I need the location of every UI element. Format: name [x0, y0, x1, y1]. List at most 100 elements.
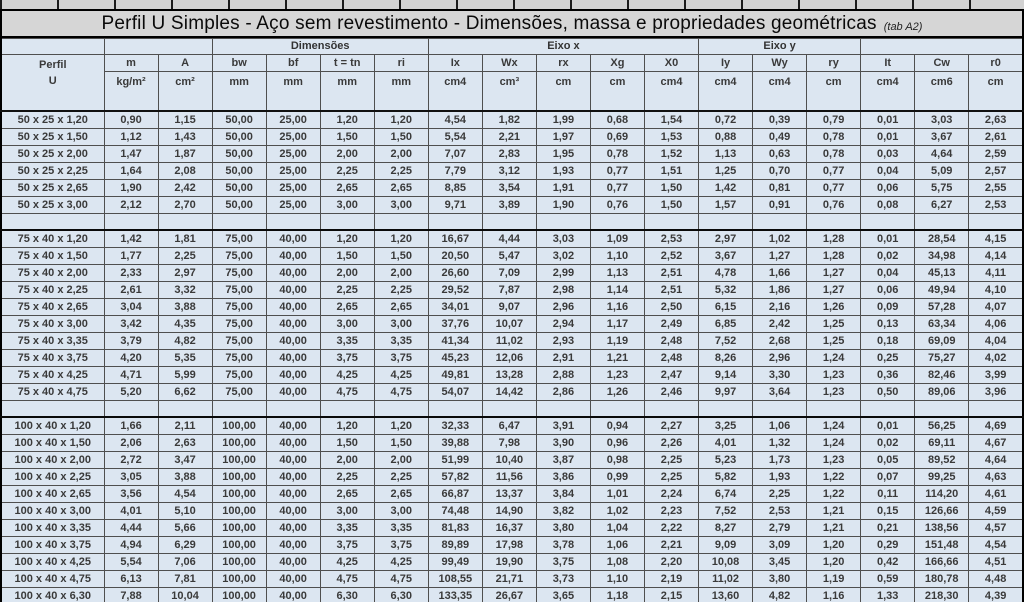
cell-rx: 3,02	[535, 247, 591, 265]
spacer-cell	[698, 400, 754, 418]
cell-t-tn: 3,35	[319, 332, 375, 350]
cell-xg: 1,02	[589, 502, 645, 520]
cell-bf: 40,00	[265, 570, 321, 588]
cell-perfil: 100 x 40 x 6,30	[0, 587, 105, 602]
cell-iy: 1,57	[698, 196, 754, 214]
spacer-cell	[103, 213, 159, 231]
cell-m: 6,13	[103, 570, 159, 588]
cell-ry: 1,27	[806, 281, 862, 299]
cell-iy: 11,02	[698, 570, 754, 588]
group-header-blank	[0, 38, 105, 55]
cell-wx: 7,09	[481, 264, 537, 282]
cell-xg: 1,06	[589, 536, 645, 554]
cell-m: 3,42	[103, 315, 159, 333]
cell-x0: 2,51	[643, 264, 700, 282]
cell-rx: 3,84	[535, 485, 591, 503]
cell-ry: 0,78	[806, 145, 862, 163]
cell-t-tn: 1,20	[319, 416, 375, 435]
cell-xg: 0,76	[589, 196, 645, 214]
cell-wx: 3,12	[481, 162, 537, 180]
spacer-cell	[643, 213, 700, 231]
cell-perfil: 100 x 40 x 2,65	[0, 485, 105, 503]
cell-xg: 1,10	[589, 570, 645, 588]
cell-bf: 40,00	[265, 587, 321, 602]
spacer-cell	[481, 213, 537, 231]
spacer-cell	[589, 400, 645, 418]
cell-perfil: 75 x 40 x 3,75	[0, 349, 105, 367]
cell-bf: 40,00	[265, 332, 321, 350]
cell-x0: 2,47	[643, 366, 700, 384]
cell-it: 0,01	[860, 416, 916, 435]
cell-t-tn: 4,25	[319, 553, 375, 571]
cell-perfil: 100 x 40 x 3,75	[0, 536, 105, 554]
col-header-t-tn: t = tn	[319, 54, 375, 72]
cell-ry: 0,76	[806, 196, 862, 214]
cell-iy: 5,23	[698, 451, 754, 469]
cell-wx: 17,98	[481, 536, 537, 554]
cell-wx: 14,90	[481, 502, 537, 520]
cell-xg: 1,08	[589, 553, 645, 571]
cell-m: 2,72	[103, 451, 159, 469]
cell-a: 2,08	[157, 162, 213, 180]
cell-ry: 1,23	[806, 451, 862, 469]
cell-x0: 2,25	[643, 468, 700, 486]
cell-it: 0,02	[860, 434, 916, 452]
cell-wx: 5,47	[481, 247, 537, 265]
cell-ry: 1,24	[806, 416, 862, 435]
cell-xg: 0,94	[589, 416, 645, 435]
cell-bf: 25,00	[265, 162, 321, 180]
cell-wx: 9,07	[481, 298, 537, 316]
cell-ri: 4,75	[373, 383, 429, 401]
cell-ri: 2,25	[373, 468, 429, 486]
cell-ry: 1,16	[806, 587, 862, 602]
cell-bw: 100,00	[211, 416, 267, 435]
cell-cw: 69,09	[914, 332, 970, 350]
cell-r0: 2,53	[968, 196, 1024, 214]
cell-ry: 1,27	[806, 264, 862, 282]
cell-a: 3,32	[157, 281, 213, 299]
spacer-cell	[860, 400, 916, 418]
table-row: 100 x 40 x 3,00 4,01 5,10 100,00 40,00 3,00 3,…	[0, 502, 1024, 520]
spacer-cell	[0, 400, 105, 418]
cell-a: 1,81	[157, 229, 213, 248]
cell-x0: 2,25	[643, 451, 700, 469]
table-row: 100 x 40 x 2,65 3,56 4,54 100,00 40,00 2,65 2,…	[0, 485, 1024, 503]
cell-ix: 49,81	[427, 366, 483, 384]
cell-cw: 4,64	[914, 145, 970, 163]
cell-r0: 4,06	[968, 315, 1024, 333]
cell-perfil: 50 x 25 x 1,20	[0, 110, 105, 129]
unit-header-a: cm²	[157, 71, 213, 112]
col-header-m: m	[103, 54, 159, 72]
table-row: 100 x 40 x 1,50 2,06 2,63 100,00 40,00 1,50 1,…	[0, 434, 1024, 452]
cell-wy: 0,49	[752, 128, 808, 146]
cell-ry: 1,23	[806, 383, 862, 401]
cell-t-tn: 4,25	[319, 366, 375, 384]
cell-wy: 0,63	[752, 145, 808, 163]
cell-ix: 51,99	[427, 451, 483, 469]
cell-it: 0,01	[860, 110, 916, 129]
cell-ix: 32,33	[427, 416, 483, 435]
cell-r0: 2,57	[968, 162, 1024, 180]
cell-r0: 4,64	[968, 451, 1024, 469]
cell-t-tn: 3,00	[319, 502, 375, 520]
spacer-cell	[211, 213, 267, 231]
table-row: 100 x 40 x 2,25 3,05 3,88 100,00 40,00 2,25 2,…	[0, 468, 1024, 486]
cell-bw: 100,00	[211, 485, 267, 503]
cell-r0: 3,96	[968, 383, 1024, 401]
cell-bw: 100,00	[211, 519, 267, 537]
cell-wx: 10,40	[481, 451, 537, 469]
cell-wy: 3,09	[752, 536, 808, 554]
cell-iy: 8,26	[698, 349, 754, 367]
group-header-blank	[860, 38, 1024, 55]
cell-m: 1,47	[103, 145, 159, 163]
cell-wy: 1,86	[752, 281, 808, 299]
unit-header-t-tn: mm	[319, 71, 375, 112]
cell-iy: 9,09	[698, 536, 754, 554]
cell-cw: 57,28	[914, 298, 970, 316]
cell-m: 1,12	[103, 128, 159, 146]
cell-bw: 75,00	[211, 264, 267, 282]
cell-wx: 21,71	[481, 570, 537, 588]
cell-rx: 3,75	[535, 553, 591, 571]
cell-rx: 3,03	[535, 229, 591, 248]
cell-a: 2,63	[157, 434, 213, 452]
